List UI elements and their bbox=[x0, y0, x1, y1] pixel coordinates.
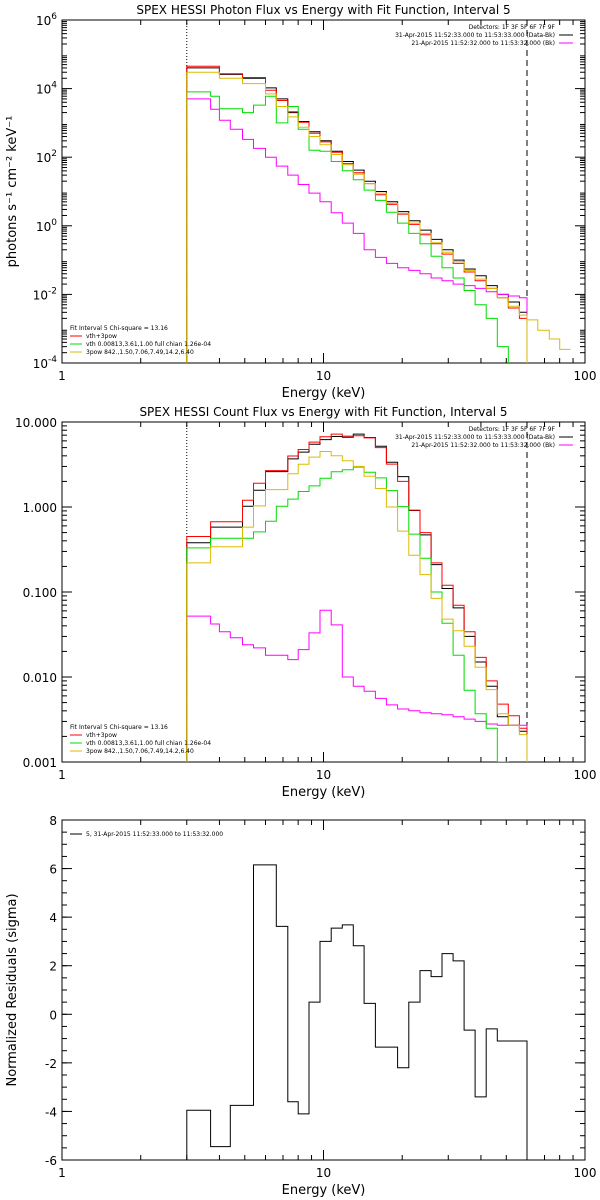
legend-entry: 3pow 842.,1.50,7.06,7.49,14.2,6.40 bbox=[86, 748, 194, 755]
y-tick-label: 4 bbox=[49, 911, 57, 925]
bk-interval-label: 21-Apr-2015 11:52:32.000 to 11:53:32.000… bbox=[411, 442, 555, 449]
x-axis-title: Energy (keV) bbox=[282, 1183, 366, 1198]
y-tick-label: 1.000 bbox=[23, 501, 57, 515]
series-5-line bbox=[186, 864, 528, 1160]
series-data-bk-line bbox=[186, 433, 528, 762]
y-tick-base: 10 bbox=[33, 288, 48, 302]
series-vth-line bbox=[186, 466, 528, 762]
y-tick-label: 10-2 bbox=[33, 286, 57, 302]
chart-title: SPEX HESSI Photon Flux vs Energy with Fi… bbox=[136, 3, 510, 17]
y-tick-label: 102 bbox=[36, 149, 57, 165]
legend: 5, 31-Apr-2015 11:52:33.000 to 11:53:32.… bbox=[70, 831, 223, 838]
bk-interval-label: 21-Apr-2015 11:52:32.000 to 11:53:32.000… bbox=[411, 40, 555, 47]
chart-title: SPEX HESSI Count Flux vs Energy with Fit… bbox=[139, 405, 507, 419]
x-tick-label: 100 bbox=[574, 1166, 597, 1180]
series-bk-line bbox=[186, 609, 528, 762]
y-tick-label: 104 bbox=[36, 81, 57, 97]
y-tick-label: 106 bbox=[36, 12, 57, 28]
y-axis-title: photons s⁻¹ cm⁻² keV⁻¹ bbox=[5, 116, 20, 268]
series-vth-line bbox=[186, 91, 528, 363]
y-tick-label: 8 bbox=[49, 814, 57, 828]
y-tick-label: 100 bbox=[36, 218, 57, 234]
x-axis-title: Energy (keV) bbox=[282, 386, 366, 401]
x-tick-label: 10 bbox=[316, 768, 331, 782]
series-bk-line bbox=[186, 98, 528, 363]
x-tick-label: 1 bbox=[58, 369, 66, 383]
x-tick-label: 100 bbox=[574, 369, 597, 383]
legend: Fit Interval 5 Chi-square = 13.16vth+3po… bbox=[70, 724, 211, 755]
y-tick-label: 0 bbox=[49, 1008, 57, 1022]
series-vth-3pow-line bbox=[186, 433, 528, 762]
y-axis-title: Normalized Residuals (sigma) bbox=[5, 893, 20, 1086]
series-3pow-extension-line bbox=[527, 319, 571, 350]
x-tick-label: 1 bbox=[58, 768, 66, 782]
series-data-bk-line bbox=[186, 67, 528, 363]
y-tick-base: 10 bbox=[36, 14, 51, 28]
panel-photon-flux: SPEX HESSI Photon Flux vs Energy with Fi… bbox=[5, 3, 596, 401]
legend-entry: 3pow 842.,1.50,7.06,7.49,14.2,6.40 bbox=[86, 349, 194, 356]
y-tick-base: 10 bbox=[36, 220, 51, 234]
data-interval-label: 31-Apr-2015 11:52:33.000 to 11:53:33.000… bbox=[395, 434, 555, 441]
y-tick-exponent: -2 bbox=[48, 286, 57, 296]
legend-title: Fit Interval 5 Chi-square = 13.16 bbox=[70, 325, 168, 332]
y-tick-label: 6 bbox=[49, 863, 57, 877]
x-tick-label: 10 bbox=[316, 1166, 331, 1180]
detectors-label: Detectors: 1F 3F 5F 6F 7F 9F bbox=[469, 426, 556, 433]
y-tick-exponent: 4 bbox=[51, 81, 57, 91]
y-tick-base: 10 bbox=[33, 357, 48, 371]
series-3pow-line bbox=[186, 451, 528, 762]
y-tick-exponent: -4 bbox=[48, 355, 57, 365]
legend-entry: vth 0.00813,3.61,1.00 full chian 1.26e-0… bbox=[86, 740, 211, 747]
x-tick-label: 100 bbox=[574, 768, 597, 782]
legend-entry: 5, 31-Apr-2015 11:52:33.000 to 11:53:32.… bbox=[86, 831, 223, 838]
plot-frame bbox=[61, 19, 586, 364]
y-tick-exponent: 0 bbox=[51, 218, 57, 228]
x-tick-label: 10 bbox=[316, 369, 331, 383]
legend-entry: vth+3pow bbox=[86, 732, 117, 739]
y-tick-base: 10 bbox=[36, 151, 51, 165]
y-tick-exponent: 6 bbox=[51, 12, 57, 22]
y-tick-label: 10.000 bbox=[15, 416, 57, 430]
series-vth-3pow-line bbox=[186, 65, 528, 363]
y-tick-label: -2 bbox=[45, 1057, 57, 1071]
series-3pow-line bbox=[186, 71, 528, 363]
y-tick-label: 0.001 bbox=[23, 756, 57, 770]
y-tick-label: 2 bbox=[49, 960, 57, 974]
panel-count-flux: SPEX HESSI Count Flux vs Energy with Fit… bbox=[15, 405, 596, 800]
y-tick-label: -4 bbox=[45, 1105, 57, 1119]
plot-frame bbox=[61, 819, 586, 1161]
data-interval-label: 31-Apr-2015 11:52:33.000 to 11:53:33.000… bbox=[395, 32, 555, 39]
y-tick-label: -6 bbox=[45, 1154, 57, 1168]
legend-entry: vth 0.00813,3.61,1.00 full chian 1.26e-0… bbox=[86, 341, 211, 348]
y-tick-label: 10-4 bbox=[33, 355, 58, 371]
panel-residuals: 1 10 100 Energy (keV) -6 -4 -2 0 2 4 6 8 Normalized … bbox=[5, 814, 596, 1198]
y-tick-exponent: 2 bbox=[51, 149, 57, 159]
x-tick-label: 1 bbox=[58, 1166, 66, 1180]
plot-frame bbox=[61, 421, 586, 763]
x-axis-title: Energy (keV) bbox=[282, 785, 366, 800]
legend: Fit Interval 5 Chi-square = 13.16vth+3po… bbox=[70, 325, 211, 356]
y-tick-base: 10 bbox=[36, 83, 51, 97]
y-tick-label: 0.010 bbox=[23, 671, 57, 685]
detectors-label: Detectors: 1F 3F 5F 6F 7F 9F bbox=[469, 24, 556, 31]
legend-title: Fit Interval 5 Chi-square = 13.16 bbox=[70, 724, 168, 731]
legend-entry: vth+3pow bbox=[86, 333, 117, 340]
y-tick-label: 0.100 bbox=[23, 586, 57, 600]
